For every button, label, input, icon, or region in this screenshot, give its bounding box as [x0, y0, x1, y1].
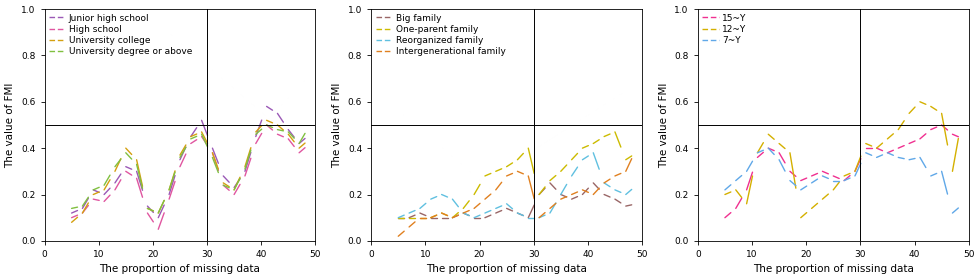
X-axis label: The proportion of missing data: The proportion of missing data	[426, 264, 587, 274]
X-axis label: The proportion of missing data: The proportion of missing data	[753, 264, 913, 274]
Y-axis label: The value of FMI: The value of FMI	[6, 82, 16, 168]
Y-axis label: The value of FMI: The value of FMI	[332, 82, 342, 168]
Legend: 15~Y, 12~Y, 7~Y: 15~Y, 12~Y, 7~Y	[701, 12, 749, 47]
X-axis label: The proportion of missing data: The proportion of missing data	[100, 264, 261, 274]
Y-axis label: The value of FMI: The value of FMI	[659, 82, 669, 168]
Legend: Junior high school, High school, University college, University degree or above: Junior high school, High school, Univers…	[47, 12, 194, 58]
Legend: Big family, One-parent family, Reorganized family, Intergenerational family: Big family, One-parent family, Reorganiz…	[374, 12, 508, 58]
